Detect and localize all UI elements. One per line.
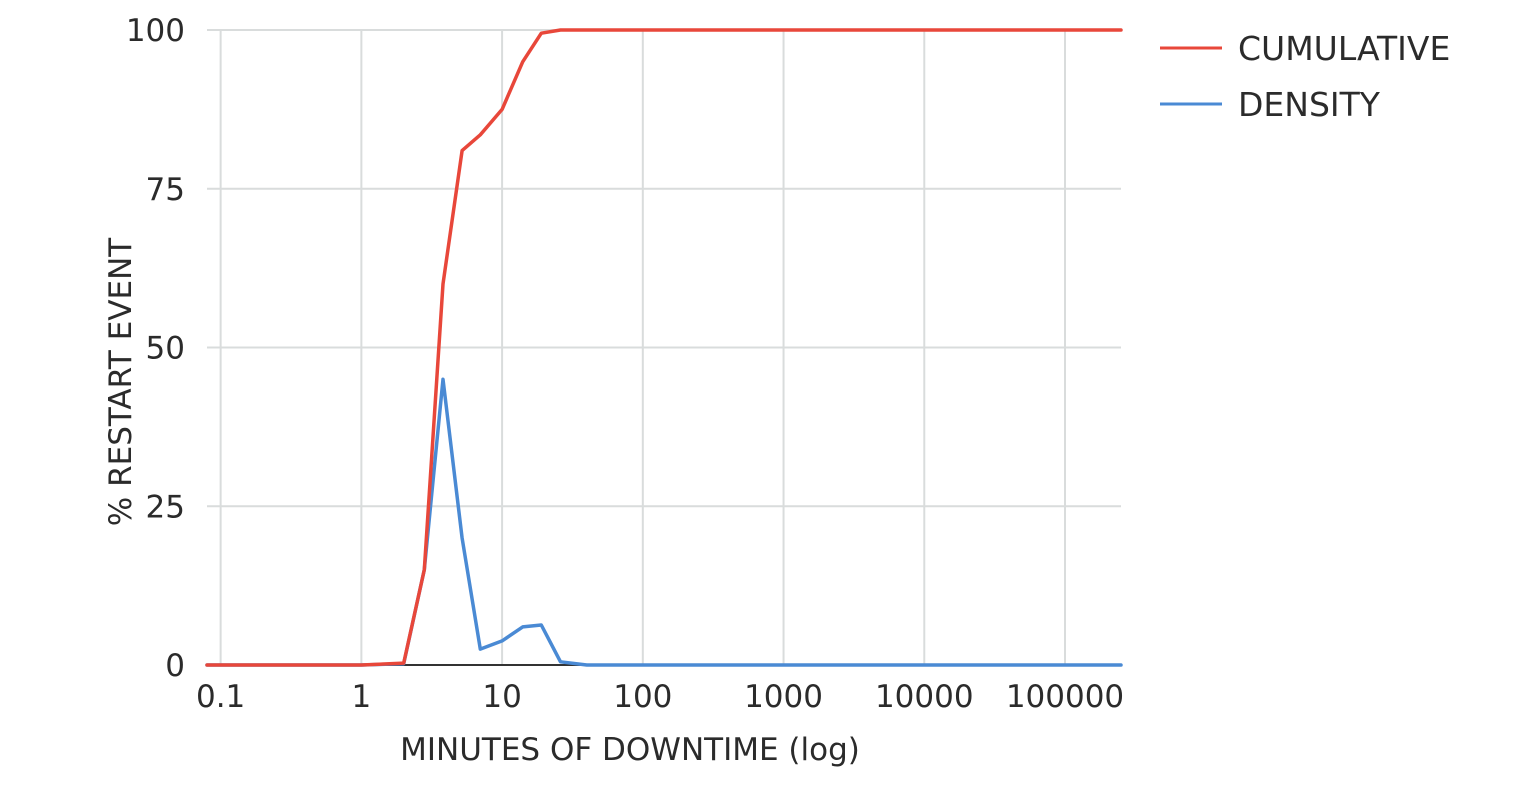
- y-tick-label-0: 0: [165, 648, 185, 684]
- legend-label-cumulative: CUMULATIVE: [1238, 29, 1450, 68]
- x-tick-label-100: 100: [613, 679, 672, 715]
- series-line-cumulative: [205, 28, 1123, 667]
- series-lines: [205, 28, 1123, 667]
- y-axis-title: % RESTART EVENT: [103, 237, 139, 526]
- grid: [207, 29, 1121, 665]
- x-axis-title: MINUTES OF DOWNTIME (log): [400, 732, 860, 768]
- y-tick-label-100: 100: [126, 13, 185, 49]
- x-tick-label-10: 10: [482, 679, 521, 715]
- x-tick-label-100000: 100000: [1006, 679, 1124, 715]
- x-tick-labels: 0.1 1 10 100 1000 10000 100000: [196, 679, 1124, 715]
- y-tick-label-75: 75: [146, 172, 185, 208]
- x-tick-label-1: 1: [351, 679, 371, 715]
- y-tick-label-50: 50: [146, 331, 185, 367]
- y-tick-labels: 0 25 50 75 100: [126, 13, 185, 684]
- legend-label-density: DENSITY: [1238, 85, 1381, 124]
- x-tick-label-1000: 1000: [744, 679, 823, 715]
- legend: CUMULATIVE DENSITY: [1160, 29, 1450, 124]
- series-line-density: [205, 377, 1123, 667]
- x-tick-label-10000: 10000: [875, 679, 974, 715]
- x-tick-label-0.1: 0.1: [196, 679, 245, 715]
- y-tick-label-25: 25: [146, 489, 185, 525]
